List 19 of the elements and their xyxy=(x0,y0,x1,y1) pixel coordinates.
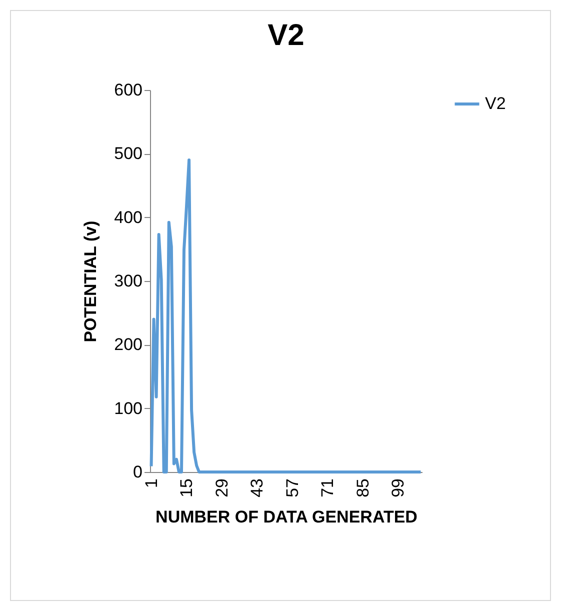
y-tick-label: 0 xyxy=(133,462,142,482)
legend-label: V2 xyxy=(485,94,506,113)
x-axis-title: NUMBER OF DATA GENERATED xyxy=(156,507,418,526)
y-axis-title: POTENTIAL (v) xyxy=(81,220,100,342)
x-tick-label: 1 xyxy=(142,478,161,488)
y-tick-label: 100 xyxy=(114,398,142,418)
x-tick-label: 71 xyxy=(318,478,338,498)
x-tick-label: 85 xyxy=(353,478,372,498)
y-tick-label: 600 xyxy=(114,80,142,100)
x-tick-label: 57 xyxy=(282,478,302,498)
y-tick-label: 200 xyxy=(114,335,142,354)
y-tick-label: 400 xyxy=(114,208,142,227)
y-tick-label: 500 xyxy=(114,144,142,164)
chart-title: V2 xyxy=(268,19,304,52)
x-tick-label: 99 xyxy=(388,478,408,498)
y-tick-label: 300 xyxy=(114,272,142,290)
x-tick-label: 29 xyxy=(212,478,232,498)
x-tick-label: 15 xyxy=(177,478,196,498)
x-tick-label: 43 xyxy=(248,478,267,498)
